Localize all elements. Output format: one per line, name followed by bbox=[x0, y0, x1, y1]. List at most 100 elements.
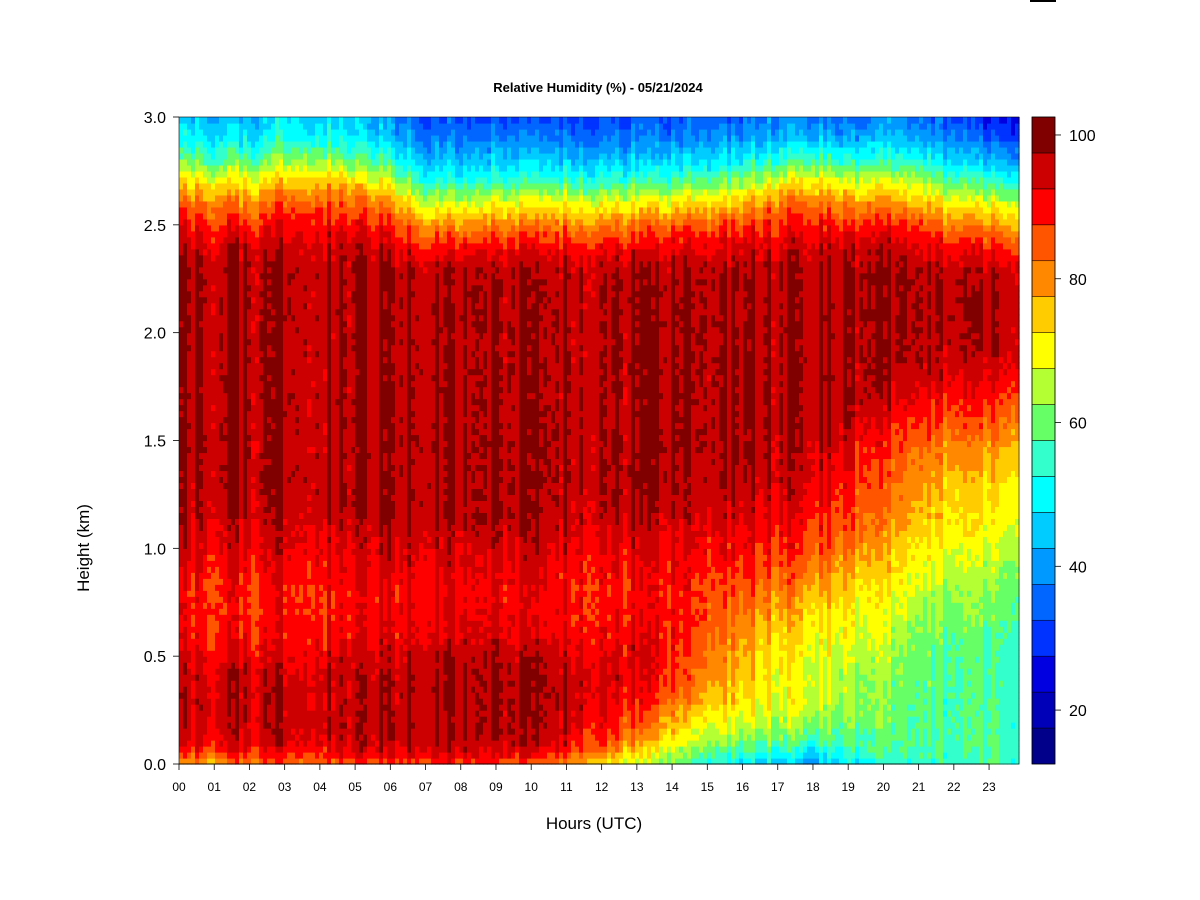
heatmap-cell bbox=[275, 596, 280, 603]
heatmap-cell bbox=[235, 141, 240, 148]
heatmap-cell bbox=[303, 668, 308, 675]
heatmap-cell bbox=[359, 590, 364, 597]
heatmap-cell bbox=[231, 674, 236, 681]
heatmap-cell bbox=[239, 351, 244, 358]
heatmap-cell bbox=[263, 387, 268, 394]
heatmap-cell bbox=[187, 584, 192, 591]
heatmap-cell bbox=[339, 650, 344, 657]
heatmap-cell bbox=[343, 698, 348, 705]
heatmap-cell bbox=[207, 614, 212, 621]
heatmap-cell bbox=[199, 393, 204, 400]
heatmap-cell bbox=[319, 273, 324, 280]
heatmap-cell bbox=[219, 195, 224, 202]
heatmap-cell bbox=[187, 333, 192, 340]
heatmap-cell bbox=[311, 680, 316, 687]
heatmap-cell bbox=[259, 704, 264, 711]
heatmap-cell bbox=[235, 189, 240, 196]
heatmap-cell bbox=[203, 357, 208, 364]
heatmap-cell bbox=[295, 183, 300, 190]
heatmap-cell bbox=[275, 297, 280, 304]
heatmap-cell bbox=[251, 177, 256, 184]
heatmap-cell bbox=[183, 458, 188, 465]
heatmap-cell bbox=[231, 213, 236, 220]
heatmap-cell bbox=[311, 117, 316, 124]
heatmap-cell bbox=[347, 692, 352, 699]
heatmap-cell bbox=[263, 656, 268, 663]
heatmap-cell bbox=[271, 399, 276, 406]
heatmap-cell bbox=[275, 351, 280, 358]
heatmap-cell bbox=[351, 488, 356, 495]
heatmap-cell bbox=[215, 464, 220, 471]
heatmap-cell bbox=[359, 752, 364, 759]
heatmap-cell bbox=[307, 518, 312, 525]
heatmap-cell bbox=[191, 590, 196, 597]
heatmap-cell bbox=[319, 692, 324, 699]
heatmap-cell bbox=[323, 363, 328, 370]
heatmap-cell bbox=[355, 536, 360, 543]
heatmap-cell bbox=[239, 399, 244, 406]
heatmap-cell bbox=[259, 686, 264, 693]
heatmap-cell bbox=[351, 303, 356, 310]
heatmap-cell bbox=[267, 458, 272, 465]
heatmap-cell bbox=[203, 177, 208, 184]
heatmap-cell bbox=[243, 662, 248, 669]
heatmap-cell bbox=[283, 135, 288, 142]
heatmap-cell bbox=[283, 321, 288, 328]
heatmap-cell bbox=[351, 147, 356, 154]
heatmap-cell bbox=[247, 255, 252, 262]
heatmap-cell bbox=[323, 231, 328, 238]
heatmap-cell bbox=[303, 464, 308, 471]
heatmap-cell bbox=[351, 476, 356, 483]
heatmap-cell bbox=[183, 189, 188, 196]
heatmap-cell bbox=[199, 554, 204, 561]
heatmap-cell bbox=[259, 309, 264, 316]
heatmap-cell bbox=[275, 255, 280, 262]
heatmap-cell bbox=[187, 165, 192, 172]
heatmap-cell bbox=[179, 117, 184, 124]
heatmap-cell bbox=[195, 435, 200, 442]
heatmap-cell bbox=[219, 285, 224, 292]
heatmap-cell bbox=[267, 578, 272, 585]
heatmap-cell bbox=[247, 333, 252, 340]
heatmap-cell bbox=[235, 620, 240, 627]
heatmap-cell bbox=[347, 554, 352, 561]
heatmap-cell bbox=[239, 255, 244, 262]
heatmap-cell bbox=[311, 608, 316, 615]
heatmap-cell bbox=[295, 195, 300, 202]
heatmap-cell bbox=[235, 482, 240, 489]
heatmap-cell bbox=[267, 524, 272, 531]
heatmap-cell bbox=[279, 189, 284, 196]
heatmap-cell bbox=[347, 441, 352, 448]
heatmap-cell bbox=[279, 542, 284, 549]
heatmap-cell bbox=[179, 638, 184, 645]
heatmap-cell bbox=[207, 560, 212, 567]
heatmap-cell bbox=[339, 686, 344, 693]
heatmap-cell bbox=[275, 686, 280, 693]
heatmap-cell bbox=[271, 351, 276, 358]
heatmap-cell bbox=[215, 423, 220, 430]
heatmap-cell bbox=[211, 524, 216, 531]
heatmap-cell bbox=[271, 375, 276, 382]
heatmap-cell bbox=[243, 632, 248, 639]
heatmap-cell bbox=[203, 608, 208, 615]
heatmap-cell bbox=[335, 333, 340, 340]
heatmap-cell bbox=[183, 626, 188, 633]
heatmap-cell bbox=[183, 632, 188, 639]
heatmap-cell bbox=[311, 752, 316, 759]
heatmap-cell bbox=[323, 446, 328, 453]
heatmap-cell bbox=[275, 728, 280, 735]
heatmap-cell bbox=[215, 686, 220, 693]
heatmap-cell bbox=[279, 668, 284, 675]
heatmap-cell bbox=[359, 518, 364, 525]
heatmap-cell bbox=[327, 231, 332, 238]
heatmap-cell bbox=[227, 698, 232, 705]
heatmap-cell bbox=[319, 411, 324, 418]
heatmap-cell bbox=[283, 554, 288, 561]
heatmap-cell bbox=[323, 686, 328, 693]
heatmap-cell bbox=[323, 620, 328, 627]
heatmap-cell bbox=[235, 716, 240, 723]
heatmap-cell bbox=[339, 351, 344, 358]
heatmap-cell bbox=[327, 141, 332, 148]
heatmap-cell bbox=[227, 536, 232, 543]
heatmap-cell bbox=[295, 303, 300, 310]
